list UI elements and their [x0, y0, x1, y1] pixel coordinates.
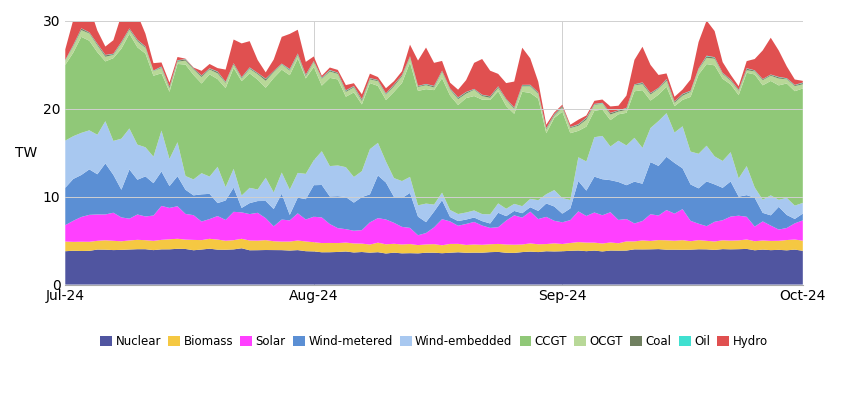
Y-axis label: TW: TW — [15, 145, 37, 160]
Legend: Nuclear, Biomass, Solar, Wind-metered, Wind-embedded, CCGT, OCGT, Coal, Oil, Hyd: Nuclear, Biomass, Solar, Wind-metered, W… — [96, 330, 772, 352]
